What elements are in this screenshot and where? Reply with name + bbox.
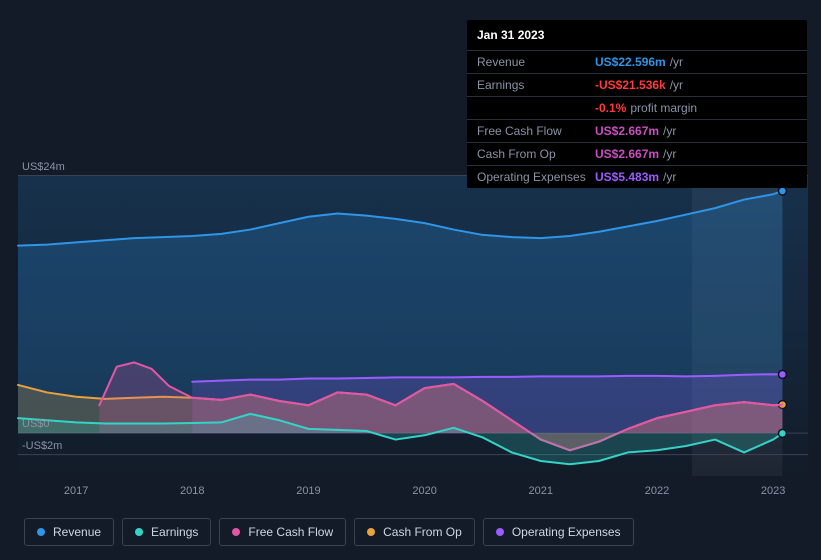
legend-item-revenue[interactable]: Revenue (24, 518, 114, 546)
x-axis-tick: 2021 (529, 485, 553, 497)
tooltip-row-value: -US$21.536k (595, 78, 666, 92)
y-axis-label: US$0 (22, 418, 50, 430)
tooltip-row: Operating ExpensesUS$5.483m/yr (467, 165, 807, 188)
tooltip-row-unit: /yr (663, 147, 676, 161)
legend-label: Operating Expenses (512, 525, 621, 539)
legend-label: Free Cash Flow (248, 525, 333, 539)
tooltip-row: Earnings-US$21.536k/yr (467, 73, 807, 96)
legend-item-free-cash-flow[interactable]: Free Cash Flow (219, 518, 346, 546)
legend-item-cash-from-op[interactable]: Cash From Op (354, 518, 475, 546)
legend-label: Cash From Op (383, 525, 462, 539)
tooltip-row: -0.1% profit margin (467, 96, 807, 119)
legend-label: Earnings (151, 525, 198, 539)
legend-dot-icon (232, 528, 240, 536)
tooltip-row-value: US$2.667m (595, 124, 659, 138)
y-axis-label: US$24m (22, 161, 65, 173)
tooltip-row-value: US$2.667m (595, 147, 659, 161)
tooltip-row-label: Cash From Op (477, 147, 595, 161)
x-axis-tick: 2018 (180, 485, 204, 497)
x-axis-tick: 2019 (296, 485, 320, 497)
tooltip-row-unit: /yr (663, 124, 676, 138)
x-axis: 2017 2018 2019 2020 2021 2022 2023 (18, 485, 808, 501)
legend-dot-icon (496, 528, 504, 536)
x-axis-tick: 2022 (645, 485, 669, 497)
tooltip-row-label: Revenue (477, 55, 595, 69)
tooltip-row: Cash From OpUS$2.667m/yr (467, 142, 807, 165)
legend-dot-icon (135, 528, 143, 536)
legend-item-earnings[interactable]: Earnings (122, 518, 211, 546)
tooltip-row-label: Operating Expenses (477, 170, 595, 184)
tooltip-row-value: US$22.596m (595, 55, 666, 69)
tooltip-row-unit: /yr (663, 170, 676, 184)
chart-plot[interactable] (18, 175, 808, 475)
legend-dot-icon (37, 528, 45, 536)
data-tooltip: Jan 31 2023 RevenueUS$22.596m/yrEarnings… (467, 20, 807, 188)
tooltip-row-value: -0.1% (595, 101, 626, 115)
legend-item-operating-expenses[interactable]: Operating Expenses (483, 518, 634, 546)
x-axis-tick: 2020 (412, 485, 436, 497)
tooltip-row-label: Free Cash Flow (477, 124, 595, 138)
legend-dot-icon (367, 528, 375, 536)
tooltip-row-unit: /yr (670, 78, 683, 92)
x-axis-tick: 2017 (64, 485, 88, 497)
x-axis-tick: 2023 (761, 485, 785, 497)
chart-area: US$24m US$0 -US$2m (18, 155, 808, 485)
chart-legend: Revenue Earnings Free Cash Flow Cash From O… (24, 518, 634, 546)
y-axis-label: -US$2m (22, 440, 62, 452)
tooltip-row-unit: /yr (670, 55, 683, 69)
tooltip-row-unit: profit margin (630, 101, 697, 115)
tooltip-row-label: Earnings (477, 78, 595, 92)
legend-label: Revenue (53, 525, 101, 539)
tooltip-date: Jan 31 2023 (467, 20, 807, 50)
tooltip-row-value: US$5.483m (595, 170, 659, 184)
tooltip-row: Free Cash FlowUS$2.667m/yr (467, 119, 807, 142)
tooltip-row: RevenueUS$22.596m/yr (467, 50, 807, 73)
